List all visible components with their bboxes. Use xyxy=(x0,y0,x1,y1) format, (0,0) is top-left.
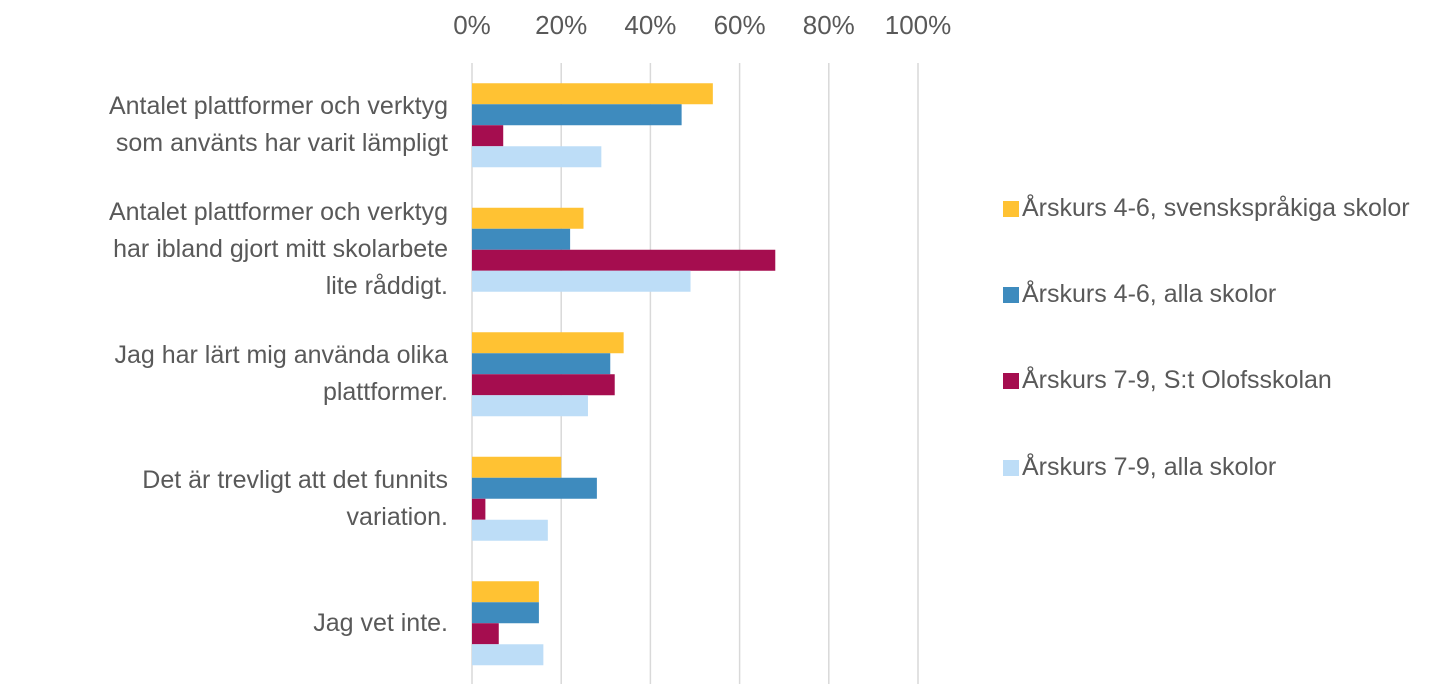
bar xyxy=(472,602,539,624)
bar xyxy=(472,125,504,147)
bar xyxy=(472,249,776,271)
bar xyxy=(472,644,544,666)
y-tick-label: Jag har lärt mig använda olika plattform… xyxy=(114,341,448,407)
legend-swatch xyxy=(1003,201,1019,217)
bar xyxy=(472,146,602,168)
x-tick-label: 100% xyxy=(885,10,952,40)
y-tick-label: Antalet plattformer och verktyg som anvä… xyxy=(108,92,448,158)
bar xyxy=(472,332,624,354)
bar xyxy=(472,395,588,417)
legend-swatch xyxy=(1003,373,1019,389)
x-tick-label: 40% xyxy=(624,10,676,40)
x-tick-label: 20% xyxy=(535,10,587,40)
y-tick-label: Antalet plattformer och verktyg har ibla… xyxy=(108,198,448,301)
bar xyxy=(472,623,499,645)
y-tick-label: Det är trevligt att det funnits variatio… xyxy=(142,465,448,531)
legend-label: Årskurs 7-9, S:t Olofsskolan xyxy=(1022,366,1332,394)
bar xyxy=(472,519,548,541)
y-tick-label: Jag vet inte. xyxy=(313,608,448,637)
bar xyxy=(472,498,486,520)
legend-swatch xyxy=(1003,460,1019,476)
bar xyxy=(472,581,539,603)
legend-label: Årskurs 4-6, svenskspråkiga skolor xyxy=(1022,194,1410,222)
bar xyxy=(472,104,682,126)
bar xyxy=(472,477,597,499)
bar xyxy=(472,353,611,375)
x-tick-label: 0% xyxy=(453,10,491,40)
legend-swatch xyxy=(1003,287,1019,303)
bar xyxy=(472,207,584,229)
legend-label: Årskurs 4-6, alla skolor xyxy=(1022,280,1277,308)
bar xyxy=(472,270,691,292)
bar xyxy=(472,228,571,250)
bar xyxy=(472,83,713,105)
x-tick-label: 80% xyxy=(803,10,855,40)
bar xyxy=(472,374,615,396)
bar xyxy=(472,456,562,478)
legend-label: Årskurs 7-9, alla skolor xyxy=(1022,453,1277,481)
x-tick-label: 60% xyxy=(714,10,766,40)
